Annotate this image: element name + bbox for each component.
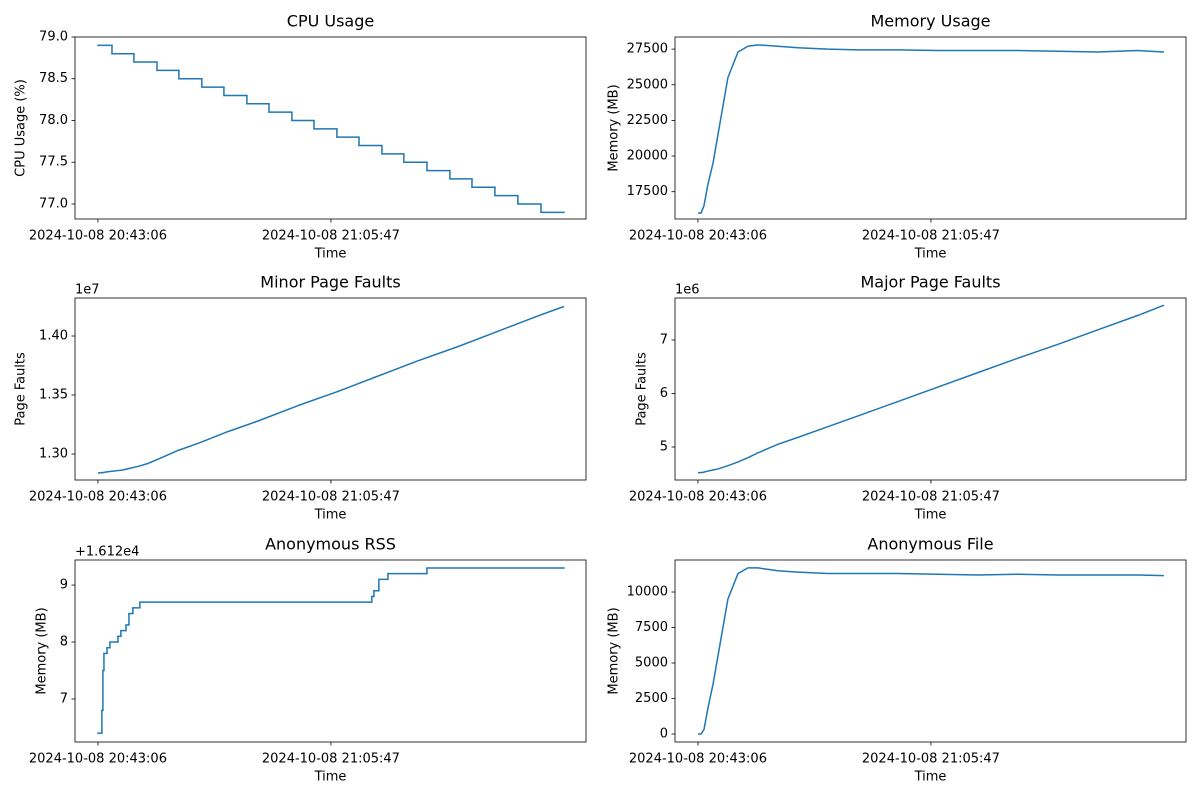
y-axis-label: Memory (MB) xyxy=(607,84,622,171)
x-tick-label: 2024-10-08 21:05:47 xyxy=(262,229,400,244)
x-tick-label: 2024-10-08 20:43:06 xyxy=(29,229,167,244)
y-tick-label: 17500 xyxy=(627,184,668,199)
y-tick-label: 79.0 xyxy=(39,30,68,45)
x-tick-label: 2024-10-08 21:05:47 xyxy=(262,490,400,505)
y-tick-label: 7500 xyxy=(635,620,668,635)
x-axis-label: Time xyxy=(314,508,347,523)
y-offset-label: 1e7 xyxy=(75,283,100,298)
x-tick-label: 2024-10-08 21:05:47 xyxy=(262,752,400,767)
y-axis-label: Memory (MB) xyxy=(607,607,622,694)
y-tick-label: 1.35 xyxy=(39,388,68,403)
chart-title: CPU Usage xyxy=(287,12,374,31)
y-tick-label: 1.40 xyxy=(39,329,68,344)
plot-frame xyxy=(74,559,587,743)
y-tick-label: 1.30 xyxy=(39,447,68,462)
y-tick-label: 7 xyxy=(660,332,668,347)
y-tick-label: 0 xyxy=(660,727,668,742)
y-axis-label: Page Faults xyxy=(635,352,650,426)
y-tick-label: 22500 xyxy=(627,113,668,128)
y-tick-label: 20000 xyxy=(627,149,668,164)
chart-title: Minor Page Faults xyxy=(260,273,400,292)
y-axis-label: Page Faults xyxy=(14,352,29,426)
chart-title: Anonymous File xyxy=(867,535,993,554)
x-tick-label: 2024-10-08 20:43:06 xyxy=(629,490,767,505)
chart-title: Anonymous RSS xyxy=(265,535,396,554)
y-tick-label: 27500 xyxy=(627,42,668,57)
x-tick-label: 2024-10-08 21:05:47 xyxy=(862,752,1000,767)
y-tick-label: 8 xyxy=(60,635,68,650)
line-series xyxy=(697,44,1164,214)
line-series xyxy=(97,305,565,474)
plot-frame xyxy=(674,297,1187,481)
plot-frame xyxy=(674,36,1187,220)
plot-frame xyxy=(674,559,1187,743)
chart-title: Memory Usage xyxy=(870,12,990,31)
y-tick-label: 9 xyxy=(60,578,68,593)
x-axis-label: Time xyxy=(314,770,347,785)
y-offset-label: +1.612e4 xyxy=(75,545,139,560)
y-tick-label: 78.5 xyxy=(39,71,68,86)
x-tick-label: 2024-10-08 21:05:47 xyxy=(862,490,1000,505)
y-offset-label: 1e6 xyxy=(675,283,700,298)
y-tick-label: 78.0 xyxy=(39,113,68,128)
x-tick-label: 2024-10-08 20:43:06 xyxy=(29,490,167,505)
x-axis-label: Time xyxy=(914,770,947,785)
x-axis-label: Time xyxy=(914,508,947,523)
y-tick-label: 7 xyxy=(60,691,68,706)
x-tick-label: 2024-10-08 20:43:06 xyxy=(629,752,767,767)
y-axis-label: Memory (MB) xyxy=(35,607,50,694)
line-series xyxy=(697,567,1164,735)
plot-frame xyxy=(74,36,587,220)
line-series xyxy=(697,304,1165,474)
y-tick-label: 2500 xyxy=(635,691,668,706)
y-tick-label: 77.0 xyxy=(39,196,68,211)
x-axis-label: Time xyxy=(914,247,947,262)
plot-frame xyxy=(74,297,587,481)
x-tick-label: 2024-10-08 20:43:06 xyxy=(29,752,167,767)
x-axis-label: Time xyxy=(314,247,347,262)
y-tick-label: 5 xyxy=(660,439,668,454)
x-tick-label: 2024-10-08 21:05:47 xyxy=(862,229,1000,244)
y-axis-label: CPU Usage (%) xyxy=(14,79,29,177)
x-tick-label: 2024-10-08 20:43:06 xyxy=(629,229,767,244)
y-tick-label: 5000 xyxy=(635,656,668,671)
y-tick-label: 25000 xyxy=(627,77,668,92)
y-tick-label: 10000 xyxy=(627,585,668,600)
chart-title: Major Page Faults xyxy=(860,273,1000,292)
y-tick-label: 6 xyxy=(660,386,668,401)
y-tick-label: 77.5 xyxy=(39,155,68,170)
